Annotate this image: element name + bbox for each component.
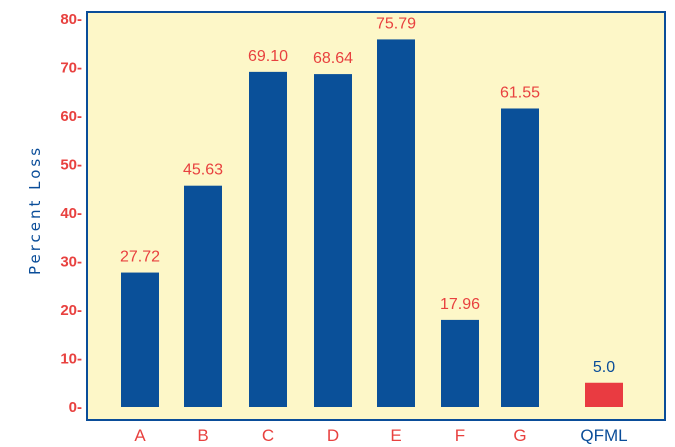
- y-tick-label: 20-: [60, 302, 82, 319]
- data-label-qfml: 5.0: [593, 359, 615, 376]
- bar-d: [314, 74, 352, 407]
- data-label-e: 75.79: [376, 15, 416, 32]
- bar-a: [121, 272, 159, 407]
- x-tick-label: D: [327, 426, 339, 445]
- y-tick-label: 70-: [60, 60, 82, 77]
- x-tick-label: F: [455, 426, 465, 445]
- data-label-b: 45.63: [183, 162, 223, 179]
- y-tick-label: 60-: [60, 108, 82, 125]
- plot-area: [86, 11, 666, 421]
- bars-group: [121, 39, 623, 408]
- x-tick-label: G: [513, 426, 526, 445]
- x-tick-label: C: [262, 426, 274, 445]
- x-tick-label: A: [134, 426, 146, 445]
- bar-c: [249, 71, 287, 408]
- data-label-g: 61.55: [500, 84, 540, 101]
- y-axis: 0- 10- 20- 30- 40- 50- 60- 70- 80-: [60, 11, 82, 416]
- y-tick-label: 0-: [69, 399, 82, 416]
- bar-qfml: [585, 382, 623, 407]
- bar-b: [184, 185, 222, 407]
- data-label-c: 69.10: [248, 48, 288, 65]
- bar-f: [441, 319, 479, 407]
- y-tick-label: 30-: [60, 254, 82, 271]
- bar-g: [501, 108, 539, 408]
- y-tick-label: 80-: [60, 11, 82, 28]
- data-label-d: 68.64: [313, 50, 353, 67]
- data-label-a: 27.72: [120, 249, 160, 266]
- data-label-f: 17.96: [440, 296, 480, 313]
- bar-e: [377, 39, 415, 408]
- y-tick-label: 50-: [60, 157, 82, 174]
- x-axis: A B C D E F G QFML: [134, 426, 627, 445]
- y-tick-label: 40-: [60, 205, 82, 222]
- y-tick-label: 10-: [60, 351, 82, 368]
- x-tick-label: QFML: [580, 426, 627, 445]
- y-axis-title: Percent Loss: [26, 145, 44, 275]
- x-tick-label: B: [197, 426, 208, 445]
- value-labels-group: 27.72 45.63 69.10 68.64 75.79 17.96 61.55 5.0: [120, 15, 615, 375]
- x-tick-label: E: [390, 426, 401, 445]
